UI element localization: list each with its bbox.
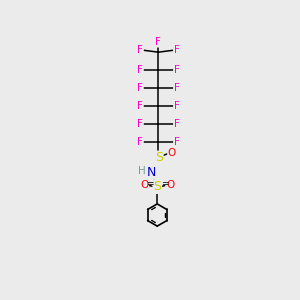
Text: F: F	[137, 137, 143, 147]
Text: F: F	[137, 119, 143, 129]
Text: =: =	[161, 178, 169, 188]
Text: F: F	[137, 83, 143, 93]
Text: O: O	[140, 180, 148, 190]
Text: F: F	[174, 83, 180, 93]
Text: O: O	[168, 148, 176, 158]
Text: N: N	[147, 166, 156, 179]
Text: S: S	[155, 152, 163, 164]
Text: F: F	[174, 45, 180, 55]
Text: F: F	[137, 65, 143, 75]
Text: =: =	[146, 178, 153, 188]
Text: F: F	[155, 37, 161, 47]
Text: O: O	[166, 180, 174, 190]
Text: F: F	[174, 65, 180, 75]
Text: F: F	[174, 137, 180, 147]
Text: F: F	[137, 45, 143, 55]
Text: F: F	[137, 101, 143, 111]
Text: F: F	[174, 119, 180, 129]
Text: F: F	[174, 101, 180, 111]
Text: H: H	[138, 166, 146, 176]
Text: S: S	[153, 180, 161, 193]
